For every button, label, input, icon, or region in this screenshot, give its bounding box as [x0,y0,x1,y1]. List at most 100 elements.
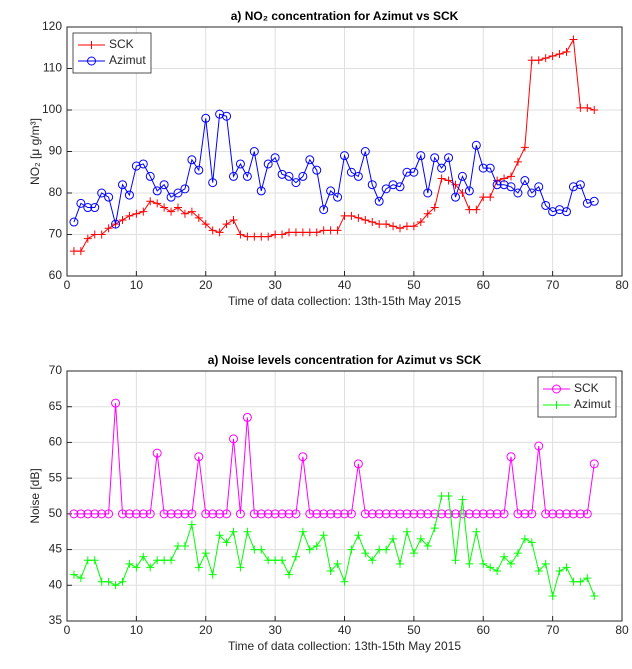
circle-marker [457,509,467,519]
plus-marker [167,207,176,216]
chart-title: a) NO₂ concentration for Azimut vs SCK [231,9,459,23]
plus-marker [444,492,453,500]
plus-marker [160,556,169,565]
circle-marker [159,180,169,190]
plus-marker [201,549,210,558]
circle-marker [464,509,474,519]
plus-marker [146,197,155,206]
plus-marker [264,556,273,565]
circle-marker [97,509,107,519]
plus-marker [312,228,321,237]
plus-marker [257,545,266,554]
x-tick-label: 20 [199,278,213,292]
plus-marker [215,228,224,237]
plus-marker [590,592,599,600]
plus-marker [576,577,585,586]
plus-marker [90,230,99,239]
plus-marker [354,531,363,540]
circle-marker [340,509,349,519]
circle-marker [298,171,308,181]
plus-marker [527,538,536,547]
circle-marker [416,151,426,161]
circle-marker [506,452,516,462]
circle-marker [353,171,363,181]
y-tick-label: 40 [49,577,63,591]
plus-marker [264,232,273,241]
plus-marker [305,545,314,554]
plus-marker [416,534,425,543]
circle-marker [145,171,155,181]
x-tick-label: 0 [64,278,71,292]
plus-marker [423,542,432,550]
plus-marker [291,228,300,237]
x-tick-label: 10 [130,623,144,637]
series-line [73,403,595,515]
plus-marker [90,556,99,565]
plus-marker [555,567,564,575]
y-tick-label: 60 [49,268,63,282]
circle-marker [346,167,356,177]
circle-marker [270,153,280,163]
plus-marker [472,527,481,536]
circle-marker [249,147,259,156]
circle-marker [138,509,148,519]
y-tick-label: 80 [49,185,63,199]
circle-marker [374,196,384,206]
plus-marker [285,228,293,237]
plus-marker [472,205,481,214]
y-tick-label: 110 [43,61,62,75]
circle-marker [430,509,440,519]
plus-marker [187,520,196,529]
plus-marker [104,224,113,233]
circle-marker [76,198,86,208]
circle-marker [69,217,79,227]
circle-marker [562,509,571,519]
plus-marker [513,157,522,166]
plus-marker [194,563,203,572]
circle-marker [277,509,287,519]
circle-marker [548,207,558,217]
plus-marker [541,54,550,63]
plus-marker [375,545,384,554]
y-tick-label: 120 [42,19,62,33]
circle-marker [235,509,245,519]
circle-marker [83,203,93,213]
circle-marker [263,159,273,169]
circle-marker [326,509,336,519]
circle-marker [485,163,495,173]
circle-marker [201,113,211,123]
plus-marker [389,534,398,543]
plus-marker [132,563,141,572]
plus-marker [312,542,321,550]
circle-marker [194,452,204,462]
legend-marker [87,41,96,49]
plus-marker [69,247,78,256]
plus-marker [375,220,384,229]
circle-marker [104,509,114,519]
circle-marker [284,509,294,519]
plus-marker [562,47,571,56]
circle-marker [360,509,370,519]
circle-marker [263,509,273,519]
circle-marker [270,509,280,519]
plus-marker [97,230,106,239]
circle-marker [548,509,558,519]
plus-marker [416,218,425,227]
circle-marker [166,192,176,202]
circle-marker [520,176,530,186]
y-tick-label: 50 [49,506,63,520]
circle-marker [451,192,460,202]
circle-marker [527,509,537,519]
plus-marker [430,524,439,533]
plus-marker [361,549,370,558]
plus-marker [368,556,377,565]
circle-marker [541,200,551,210]
circle-marker [180,184,190,194]
x-tick-label: 70 [546,278,560,292]
circle-marker [242,171,252,181]
legend-label: SCK [574,381,599,395]
y-tick-label: 70 [49,363,63,377]
circle-marker [111,398,121,408]
circle-marker [582,509,592,519]
plus-marker [201,220,210,229]
